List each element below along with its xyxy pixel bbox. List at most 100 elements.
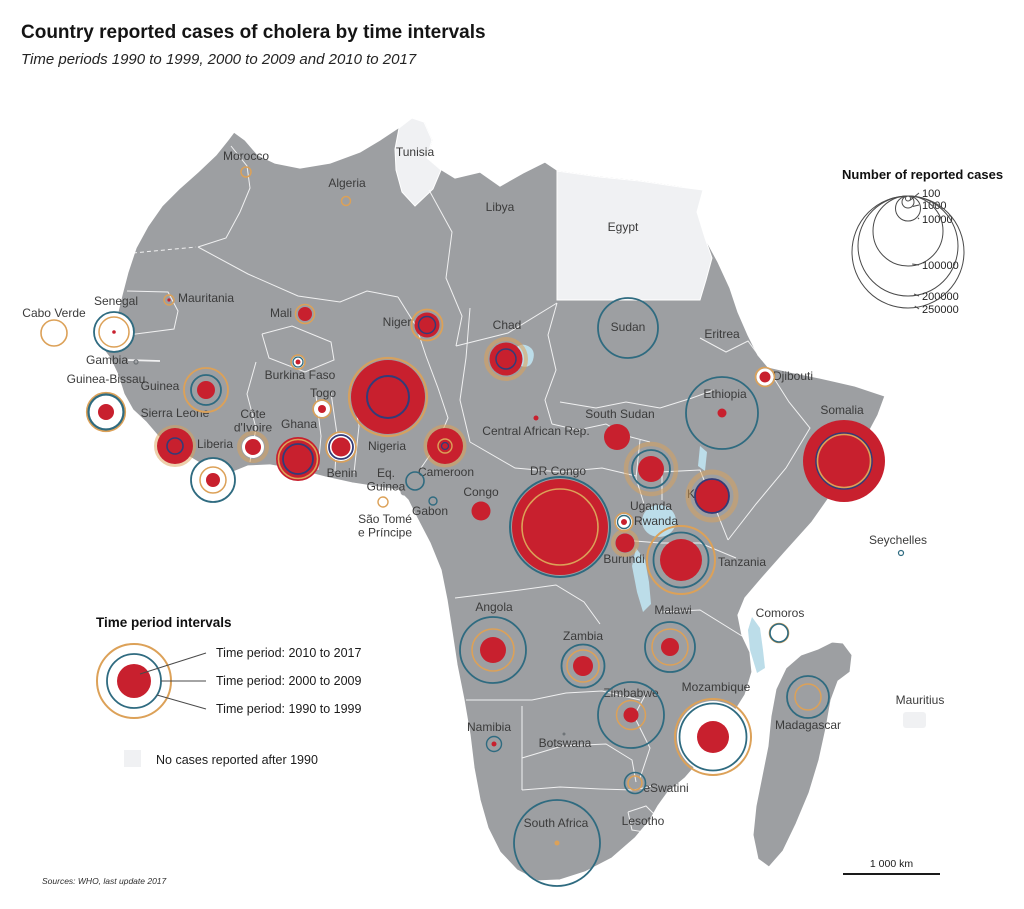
bubble-s-o-tom-e-pr-ncipe-ring-orange [377,496,389,508]
country-label-cameroon: Cameroon [418,465,474,479]
bubble-c-te-d-ivoire-ring-orange [237,431,269,463]
country-label-angola: Angola [475,600,513,614]
bubble-south-africa-ring-teal [513,799,601,887]
period-legend-symbol [96,643,172,719]
lake-malawi [748,617,765,673]
bubble-chad-ring-red [489,342,523,376]
bubble-nigeria-ring-navy [366,375,410,419]
bubble-niger-ring-orange [410,308,444,342]
bubble-eswatini-ring-teal [623,771,647,795]
bubble-angola [459,616,527,684]
period-legend-graphic [96,643,172,719]
size-legend-value: 100000 [922,260,959,272]
bubble-comoros [768,622,790,644]
bubble-zimbabwe-ring-red [623,707,639,723]
country-label-guinea-bissau: Guinea-Bissau [67,372,146,386]
bubble-botswana [562,732,566,736]
bubble-seychelles-ring-teal [897,549,905,557]
country-label-algeria: Algeria [328,176,366,190]
country-label-botswana: Botswana [539,736,592,750]
size-legend-tick [913,293,920,297]
country-label-namibia: Namibia [467,720,511,734]
bubble-cameroon-ring-orange [437,438,453,454]
country-label-s-o-tom-e-pr-ncipe: e Príncipe [358,526,412,540]
bubble-nigeria [347,356,429,438]
bubble-rwanda [614,512,634,532]
bubble-burundi [611,529,639,557]
bubble-sudan [597,297,659,359]
size-legend-circle-100000 [872,195,944,267]
period-legend-symbol-ring-red [117,664,151,698]
bubble-eq-guinea [405,471,425,491]
bubble-cameroon-ring-orange [423,424,467,468]
size-legend-value: 100 [922,188,940,200]
bubble-c-te-d-ivoire [237,431,269,463]
country-label-sudan: Sudan [611,320,646,334]
bubble-gambia-ring-dot [133,359,139,365]
country-labels-layer: Morocco Algeria Tunisia Libya Egypt Cabo Verd… [22,145,944,830]
bubble-zambia-ring-red [573,656,593,676]
country-label-gabon: Gabon [412,504,448,518]
bubble-guinea [183,367,229,413]
bubble-liberia-ring-teal [190,457,236,503]
country-label-madagascar: Madagascar [775,718,841,732]
country-label-mozambique: Mozambique [682,680,751,694]
country-label-dr-congo: DR Congo [530,464,586,478]
bubble-mauritania [163,294,175,306]
country-label-niger: Niger [383,315,412,329]
bubble-ghana [276,437,320,481]
bubble-madagascar [786,675,830,719]
country-label-djibouti: Djibouti [773,369,813,383]
period-legend-leader-lines [139,652,207,710]
bubble-guinea-bissau-ring-orange [85,391,127,433]
bubble-cameroon [423,424,467,468]
bubble-tanzania-ring-orange [646,525,716,595]
bubble-south-africa [513,799,601,887]
size-legend-value: 10000 [922,214,953,226]
country-label-chad: Chad [493,318,522,332]
bubble-kenya-ring-red [695,479,729,513]
country-label-tunisia: Tunisia [396,145,435,159]
bubble-dr-congo-ring-teal [509,476,611,578]
country-label-uganda: Uganda [630,499,672,513]
country-label-benin: Benin [327,466,358,480]
bubble-chad-ring-navy [495,348,517,370]
bubble-liberia-ring-orange [199,466,227,494]
bubble-gabon [428,496,438,506]
bubble-central-african-rep-ring-red [533,415,539,421]
source-attribution: Sources: WHO, last update 2017 [42,876,167,886]
bubble-angola-ring-teal [459,616,527,684]
country-label-c-te-d-ivoire: d'Ivoire [234,421,273,435]
bubble-sierra-leone-ring-red [157,428,193,464]
bubble-guinea-bissau-ring-red [98,404,114,420]
size-legend-title: Number of reported cases [842,167,1004,182]
bubble-angola-ring-red [480,637,506,663]
country-label-zambia: Zambia [563,629,603,643]
size-legend-value: 1000 [922,200,946,212]
bubble-dr-congo [509,476,611,578]
bubble-benin [325,431,357,463]
bubble-niger [410,308,444,342]
bubble-benin-ring-navy [328,434,354,460]
bubble-mauritania-ring-red [167,298,171,302]
bubble-uganda [623,441,679,497]
bubble-cabo-verde [40,319,68,347]
size-legend-circle-250000 [851,195,965,309]
country-label-rwanda: Rwanda [634,514,678,528]
bubble-congo-ring-red [471,501,491,521]
bubble-senegal-ring-teal [93,311,135,353]
bubble-kenya-ring-orange [685,469,739,523]
bubble-s-o-tom-e-pr-ncipe [377,496,389,508]
country-label-cabo-verde: Cabo Verde [22,306,86,320]
country-label-central-african-rep: Central African Rep. [482,424,589,438]
country-label-ethiopia: Ethiopia [703,387,747,401]
bubble-tanzania [646,525,716,595]
bubble-chad-ring-orange [484,337,528,381]
bubble-south-sudan-ring-red [604,424,630,450]
bubble-burkina-faso-ring-orange [290,354,306,370]
size-legend-tick [914,305,920,310]
period-legend-item-2000-2009: Time period: 2000 to 2009 [216,674,362,688]
bubble-nigeria-ring-orange [347,356,429,438]
country-label-congo: Congo [463,485,499,499]
